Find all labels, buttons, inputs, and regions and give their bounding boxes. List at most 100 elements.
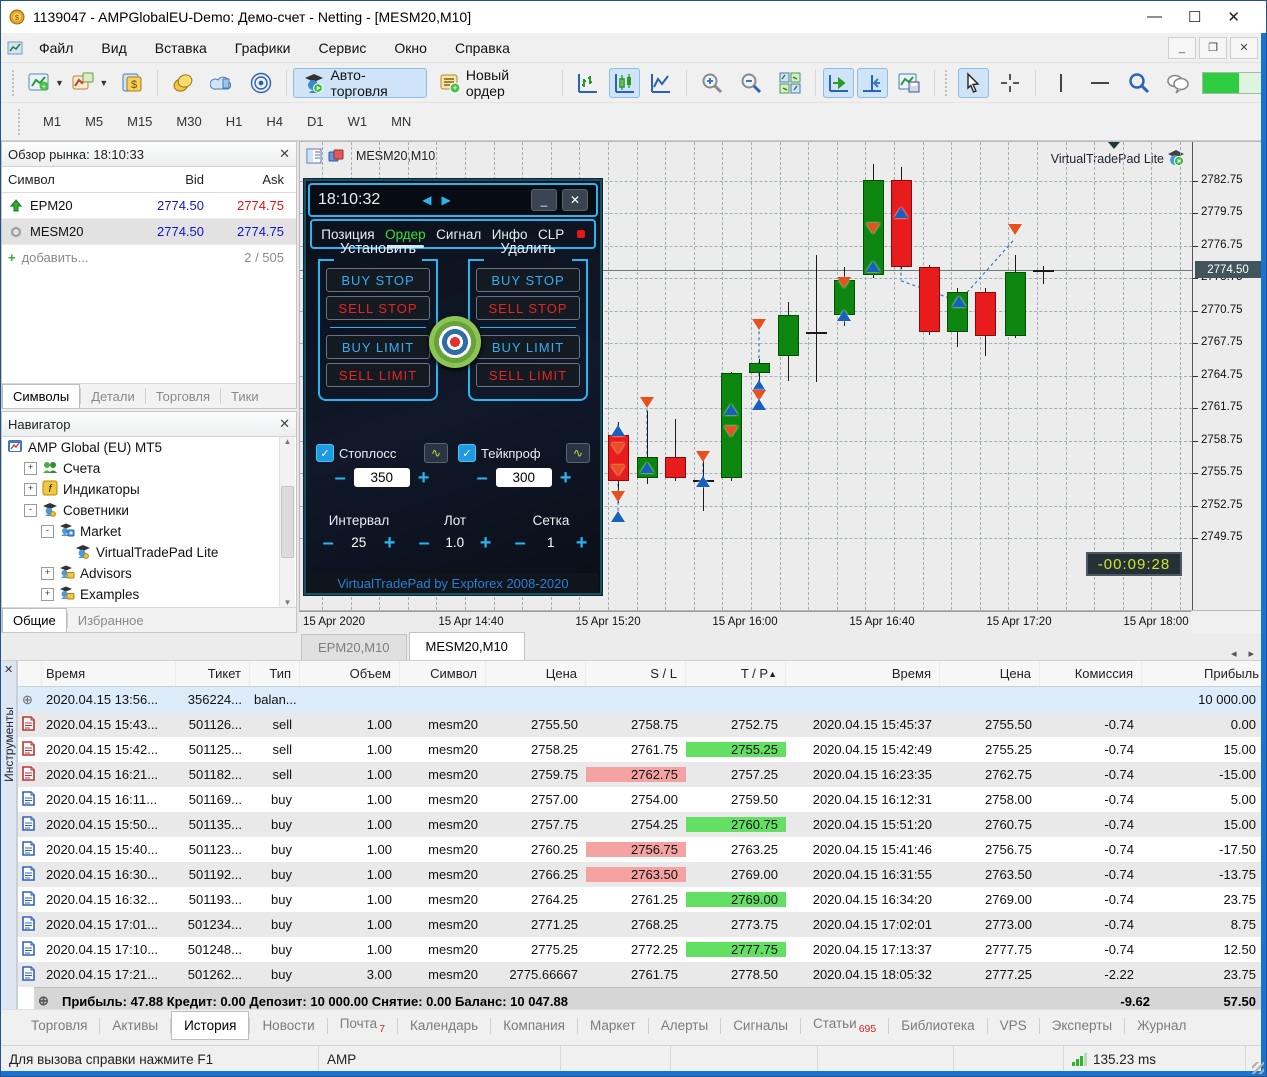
minimize-button[interactable]: —	[1146, 8, 1162, 25]
expand-icon[interactable]: +	[41, 588, 54, 601]
column-header-Объем[interactable]: Объем	[300, 661, 400, 686]
market-watch-close-icon[interactable]: ✕	[279, 146, 290, 161]
vertical-line-button[interactable]	[1043, 68, 1079, 98]
bottom-tab-Почта[interactable]: Почта 7	[339, 1016, 386, 1035]
table-row[interactable]: 2020.04.15 16:11... 501169... buy 1.00 mesm2…	[18, 787, 1266, 812]
nav-item-Advisors[interactable]: + Advisors	[3, 563, 280, 584]
window-bottom-edge[interactable]	[1, 1071, 1266, 1076]
toolbar-grip-2[interactable]	[944, 69, 952, 96]
takeprofit-plus-button[interactable]: +	[559, 466, 572, 489]
community-button[interactable]	[204, 68, 240, 98]
collapse-icon[interactable]: -	[24, 504, 37, 517]
chart-tabs-next-icon[interactable]: ▸	[1248, 648, 1254, 660]
nav-tab-Избранное[interactable]: Избранное	[77, 612, 144, 628]
chart-tab-EPM20,M10[interactable]: EPM20,M10	[301, 634, 407, 660]
price-axis[interactable]: 2782.752779.752776.752773.752770.752767.…	[1192, 142, 1266, 610]
timeframe-M30[interactable]: M30	[176, 114, 202, 129]
vtp-title-bar[interactable]: 18:10:32 ◀ ▶ _ ✕	[308, 183, 598, 217]
mw-tab-Детали[interactable]: Детали	[91, 388, 135, 404]
new-chart-dropdown[interactable]: ▼	[55, 77, 64, 88]
vtp-tab-CLP[interactable]: CLP	[537, 226, 565, 242]
column-header-Время[interactable]: Время	[42, 661, 176, 686]
stepper-value[interactable]: 25	[351, 535, 367, 550]
takeprofit-checkbox[interactable]: ✓	[458, 444, 476, 462]
bottom-tab-VPS[interactable]: VPS	[999, 1018, 1027, 1033]
mw-col-Bid[interactable]: Bid	[185, 172, 204, 187]
mdi-close-button[interactable]: ✕	[1230, 36, 1258, 59]
window-right-edge[interactable]	[1261, 33, 1266, 1076]
stoploss-plus-button[interactable]: +	[417, 466, 430, 489]
scroll-thumb[interactable]	[281, 486, 294, 558]
bottom-tab-Алерты[interactable]: Алерты	[660, 1018, 709, 1033]
bottom-tab-Активы[interactable]: Активы	[112, 1018, 159, 1033]
one-click-trading-icon[interactable]	[328, 148, 344, 164]
column-header-T / P[interactable]: T / P ▲	[686, 661, 786, 686]
table-row[interactable]: 2020.04.15 16:21... 501182... sell 1.00 mesm…	[18, 762, 1266, 787]
scroll-up-icon[interactable]: ▲	[283, 437, 292, 446]
table-row[interactable]: 2020.04.15 16:32... 501193... buy 1.00 mesm2…	[18, 887, 1266, 912]
comments-button[interactable]	[1160, 68, 1196, 98]
nav-item-VirtualTradePad Lite[interactable]: VirtualTradePad Lite	[3, 542, 280, 563]
vtp-tab-Инфо[interactable]: Инфо	[491, 226, 528, 242]
takeprofit-wave-icon[interactable]: ∿	[566, 443, 590, 463]
nav-item-AMP Global (EU) MT5[interactable]: AMP Global (EU) MT5	[3, 437, 280, 458]
timeframe-W1[interactable]: W1	[347, 114, 368, 129]
stepper-value[interactable]: 1	[546, 535, 555, 550]
stepper-minus-button[interactable]: –	[418, 531, 430, 554]
depth-of-market-icon[interactable]	[306, 148, 322, 164]
table-row[interactable]: 2020.04.15 17:21... 501262... buy 3.00 mesm2…	[18, 962, 1266, 987]
stoploss-wave-icon[interactable]: ∿	[424, 443, 448, 463]
stepper-plus-button[interactable]: +	[479, 531, 492, 554]
takeprofit-value[interactable]: 300	[495, 468, 552, 487]
column-header-Цена[interactable]: Цена	[940, 661, 1040, 686]
zoom-in-button[interactable]	[694, 68, 730, 98]
bottom-tab-Новости[interactable]: Новости	[262, 1018, 315, 1033]
zoom-out-button[interactable]	[733, 68, 769, 98]
templates-button[interactable]	[891, 68, 927, 98]
scroll-down-icon[interactable]: ▼	[283, 598, 292, 607]
collapse-icon[interactable]: -	[41, 525, 54, 538]
profiles-button[interactable]: ▼	[69, 68, 110, 98]
timeframe-M1[interactable]: M1	[43, 114, 62, 129]
mw-col-Ask[interactable]: Ask	[262, 172, 284, 187]
stepper-minus-button[interactable]: –	[322, 531, 334, 554]
vtp-tab-Позиция[interactable]: Позиция	[321, 226, 375, 242]
menu-item-Окно[interactable]: Окно	[394, 39, 427, 56]
stepper-plus-button[interactable]: +	[383, 531, 396, 554]
takeprofit-minus-button[interactable]: –	[476, 466, 488, 489]
tf-grip[interactable]	[18, 108, 25, 135]
set-sell-limit-button[interactable]: SELL LIMIT	[326, 363, 430, 387]
stepper-value[interactable]: 1.0	[445, 535, 465, 550]
bottom-tab-Календарь[interactable]: Календарь	[410, 1018, 479, 1033]
bottom-tab-История[interactable]: История	[171, 1011, 250, 1040]
bottom-tab-Сигналы[interactable]: Сигналы	[733, 1018, 788, 1033]
menu-item-Вставка[interactable]: Вставка	[154, 39, 207, 56]
navigator-scrollbar[interactable]: ▲ ▼	[279, 437, 295, 607]
table-row[interactable]: 2020.04.15 15:42... 501125... sell 1.00 mesm…	[18, 737, 1266, 762]
column-header-S / L[interactable]: S / L	[586, 661, 686, 686]
bottom-tab-Статьи[interactable]: Статьи 695	[812, 1016, 877, 1035]
mw-col-Символ[interactable]: Символ	[8, 172, 55, 187]
market-watch-row[interactable]: EPM20 2774.50 2774.75	[2, 193, 296, 219]
timeframe-D1[interactable]: D1	[306, 114, 324, 129]
table-row[interactable]: 2020.04.15 15:43... 501126... sell 1.00 mesm…	[18, 712, 1266, 737]
bottom-tab-Торговля[interactable]: Торговля	[31, 1018, 88, 1033]
market-watch-row[interactable]: MESM20 2774.50 2774.75	[2, 219, 296, 245]
mw-tab-Символы[interactable]: Символы	[2, 384, 81, 408]
set-buy-limit-button[interactable]: BUY LIMIT	[326, 335, 430, 359]
nav-tab-Общие[interactable]: Общие	[2, 608, 67, 632]
bottom-tab-Библиотека[interactable]: Библиотека	[901, 1018, 975, 1033]
toolbar-grip[interactable]	[12, 69, 19, 96]
delete-buy-stop-button[interactable]: BUY STOP	[476, 268, 580, 292]
menu-item-Сервис[interactable]: Сервис	[318, 39, 367, 56]
table-row[interactable]: 2020.04.15 17:01... 501234... buy 1.00 mesm2…	[18, 912, 1266, 937]
nav-item-Examples[interactable]: + Examples	[3, 584, 280, 605]
stoploss-value[interactable]: 350	[353, 468, 410, 487]
set-sell-stop-button[interactable]: SELL STOP	[326, 296, 430, 320]
column-header-Комиссия[interactable]: Комиссия	[1040, 661, 1142, 686]
vtp-prev-icon[interactable]: ◀	[422, 193, 432, 207]
bottom-tab-Эксперты[interactable]: Эксперты	[1051, 1018, 1113, 1033]
cursor-button[interactable]	[957, 67, 989, 98]
nav-item-Market[interactable]: - Market	[3, 521, 280, 542]
balance-icon[interactable]: ⊕	[22, 691, 33, 707]
